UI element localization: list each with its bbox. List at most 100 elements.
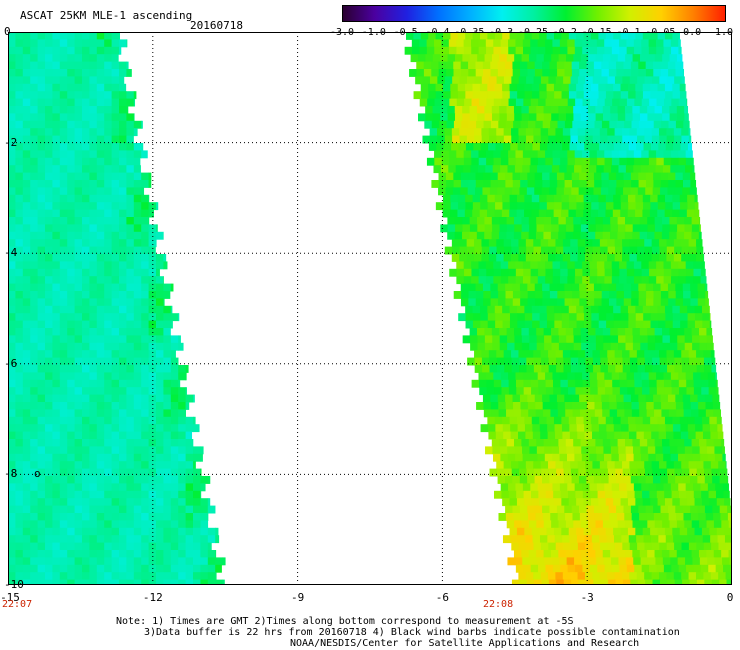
swath-cell — [493, 379, 502, 388]
swath-cell — [509, 527, 518, 536]
swath-cell — [466, 135, 475, 144]
swath-cell — [505, 180, 514, 188]
swath-cell — [593, 61, 602, 70]
swath-cell — [119, 268, 127, 277]
swath-cell — [82, 83, 90, 92]
swath-cell — [133, 165, 141, 174]
swath-cell — [706, 328, 713, 336]
swath-cell — [163, 409, 172, 418]
swath-cell — [525, 254, 534, 262]
swath-cell — [455, 165, 464, 174]
swath-cell — [639, 328, 648, 336]
swath-cell — [119, 535, 127, 544]
swath-cell — [693, 490, 702, 499]
swath-cell — [582, 150, 590, 159]
swath-cell — [626, 39, 635, 48]
swath-cell — [521, 113, 530, 122]
swath-cell — [484, 335, 493, 344]
swath-cell — [119, 98, 127, 107]
swath-cell — [515, 157, 524, 166]
swath-cell — [593, 579, 602, 585]
swath-cell — [712, 476, 721, 484]
swath-cell — [599, 254, 608, 262]
swath-cell — [604, 268, 613, 277]
swath-cell — [549, 69, 558, 77]
swath-cell — [595, 217, 604, 225]
swath-cell — [656, 261, 664, 270]
swath-cell — [473, 254, 482, 262]
swath-cell — [96, 557, 105, 566]
swath-cell — [37, 128, 46, 137]
swath-cell — [449, 98, 458, 107]
swath-cell — [15, 157, 24, 166]
swath-cell — [530, 268, 539, 277]
swath-cell — [518, 572, 527, 581]
swath-cell — [600, 579, 609, 585]
swath-cell — [89, 342, 98, 351]
swath-cell — [629, 128, 638, 137]
swath-cell — [469, 328, 478, 336]
swath-cell — [119, 424, 127, 433]
swath-cell — [528, 409, 537, 418]
swath-cell — [141, 579, 150, 585]
swath-cell — [694, 209, 700, 218]
swath-cell — [133, 468, 142, 477]
swath-cell — [428, 32, 437, 40]
swath-cell — [15, 231, 24, 240]
swath-cell — [502, 424, 511, 433]
swath-cell — [686, 564, 694, 573]
swath-cell — [689, 476, 698, 484]
swath-cell — [495, 424, 504, 433]
swath-cell — [111, 505, 120, 514]
swath-cell — [602, 439, 611, 447]
swath-cell — [593, 394, 602, 403]
swath-cell — [37, 239, 46, 248]
swath-cell — [487, 83, 496, 92]
swath-cell — [522, 165, 531, 174]
swath-cell — [645, 505, 654, 514]
swath-cell — [616, 291, 625, 299]
swath-cell — [606, 424, 615, 433]
swath-cell — [697, 394, 706, 403]
swath-cell — [548, 542, 557, 551]
swath-cell — [30, 150, 39, 159]
swath-cell — [653, 283, 662, 292]
swath-cell — [725, 542, 732, 551]
swath-cell — [59, 513, 68, 521]
swath-cell — [680, 431, 689, 440]
swath-cell — [104, 239, 113, 248]
swath-cell — [434, 157, 443, 166]
swath-cell — [584, 143, 593, 151]
swath-cell — [610, 342, 619, 351]
swath-cell — [30, 579, 39, 585]
swath-cell — [507, 342, 516, 351]
swath-cell — [558, 335, 567, 344]
swath-cell — [566, 342, 575, 351]
swath-cell — [170, 505, 179, 514]
swath-cell — [45, 335, 53, 344]
swath-cell — [659, 239, 667, 248]
swath-cell — [22, 342, 31, 351]
swath-cell — [698, 513, 707, 521]
swath-cell — [676, 439, 685, 447]
swath-cell — [563, 468, 572, 477]
swath-cell — [589, 372, 598, 381]
swath-cell — [597, 490, 606, 499]
swath-cell — [609, 120, 618, 129]
swath-cell — [685, 157, 694, 166]
swath-cell — [630, 187, 639, 196]
swath-cell — [695, 431, 704, 440]
swath-cell — [540, 128, 549, 137]
swath-cell — [133, 527, 142, 536]
swath-cell — [641, 379, 650, 388]
swath-cell — [37, 150, 46, 159]
swath-cell — [74, 135, 83, 144]
swath-cell — [119, 39, 127, 48]
swath-cell — [22, 461, 31, 470]
swath-cell — [104, 498, 113, 507]
swath-cell — [74, 54, 83, 63]
swath-cell — [539, 194, 548, 203]
swath-cell — [626, 150, 635, 159]
swath-cell — [521, 550, 530, 558]
swath-cell — [193, 490, 201, 499]
